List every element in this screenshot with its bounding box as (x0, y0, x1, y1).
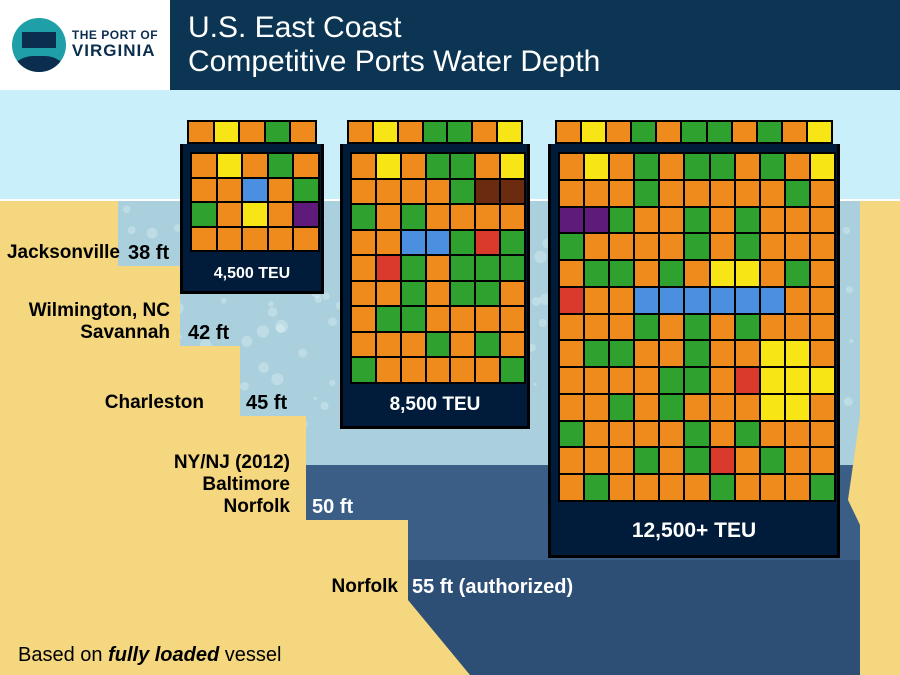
diagram-canvas: Jacksonville 38 ft Wilmington, NCSavannah 4… (0, 90, 900, 675)
depth-label: 55 ft (authorized) (412, 576, 573, 599)
port-label: Norfolk (332, 576, 399, 598)
title-line2: Competitive Ports Water Depth (188, 45, 882, 80)
port-label: Norfolk (224, 496, 291, 518)
ship-cargo-grid (350, 152, 526, 384)
ship: 4,500 TEU (180, 120, 324, 294)
ship-cargo-grid (190, 152, 320, 252)
port-label: Charleston (105, 392, 204, 414)
title-box: U.S. East Coast Competitive Ports Water … (170, 0, 900, 90)
depth-label: 45 ft (246, 392, 287, 415)
ship-hull: 12,500+ TEU (548, 144, 840, 558)
footnote-prefix: Based on (18, 644, 108, 666)
teu-label: 12,500+ TEU (551, 519, 837, 543)
depth-label: 50 ft (312, 496, 353, 519)
ship-deck-row (555, 120, 833, 144)
title-line1: U.S. East Coast (188, 11, 882, 46)
depth-label: 38 ft (128, 242, 169, 265)
footnote-em: fully loaded (108, 644, 219, 666)
ship-hull: 8,500 TEU (340, 144, 530, 429)
port-label: Savannah (80, 322, 170, 344)
ship-cargo-grid (558, 152, 836, 502)
port-label: Wilmington, NC (29, 300, 170, 322)
header-bar: THE PORT OF VIRGINIA U.S. East Coast Com… (0, 0, 900, 90)
logo: THE PORT OF VIRGINIA (0, 0, 170, 90)
ship-deck-row (347, 120, 523, 144)
port-label: NY/NJ (2012) (174, 452, 290, 474)
ship-deck-row (187, 120, 317, 144)
port-label: Jacksonville (7, 242, 120, 264)
ship-hull: 4,500 TEU (180, 144, 324, 294)
ship: 12,500+ TEU (548, 120, 840, 558)
footnote-suffix: vessel (219, 644, 281, 666)
port-label: Baltimore (202, 474, 290, 496)
teu-label: 4,500 TEU (183, 265, 321, 283)
teu-label: 8,500 TEU (343, 394, 527, 416)
logo-text: THE PORT OF VIRGINIA (72, 29, 158, 61)
logo-line2: VIRGINIA (72, 42, 158, 61)
depth-label: 42 ft (188, 322, 229, 345)
ship: 8,500 TEU (340, 120, 530, 429)
logo-icon (12, 18, 66, 72)
footnote: Based on fully loaded vessel (18, 644, 281, 667)
